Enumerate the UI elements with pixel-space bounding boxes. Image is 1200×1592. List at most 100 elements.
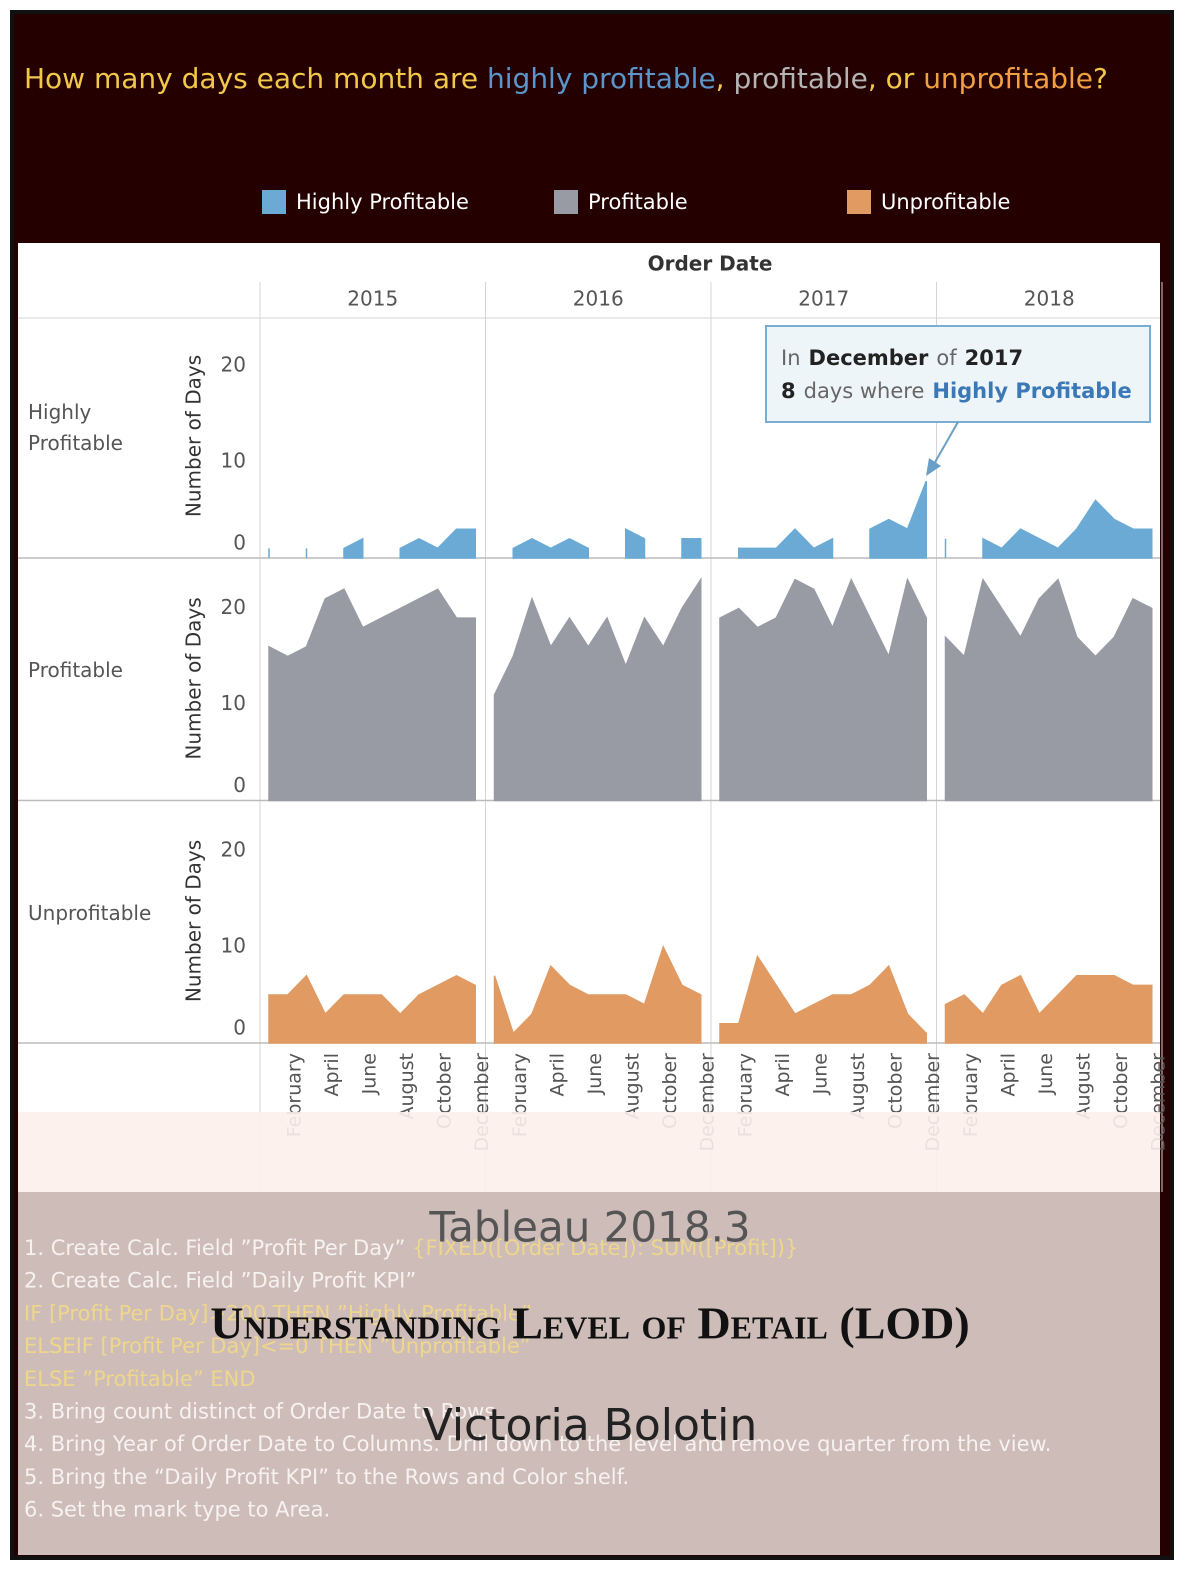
x-tick-label: August <box>847 1053 869 1120</box>
cover-title: Understanding Level of Detail (LOD) <box>210 1298 969 1349</box>
area <box>493 945 702 1044</box>
x-tick-label: August <box>396 1053 418 1120</box>
title-part: , <box>716 62 734 95</box>
title-part: profitable <box>733 62 867 95</box>
x-tick-label: June <box>584 1053 606 1095</box>
cover-band <box>18 1112 1160 1192</box>
legend-swatch <box>262 190 286 214</box>
annotation-arrowhead <box>926 458 941 476</box>
cover-box <box>18 1192 1160 1555</box>
row-label: Highly Profitable <box>28 400 123 455</box>
title-part: How many days each month are <box>24 62 487 95</box>
annotation-part: December <box>809 346 930 370</box>
y-tick-label: 0 <box>233 531 246 555</box>
y-tick-label: 0 <box>233 773 246 797</box>
area <box>944 499 1153 559</box>
note-part: 6. Set the mark type to Area. <box>24 1498 330 1522</box>
area <box>493 577 702 802</box>
area <box>738 480 927 559</box>
area <box>719 954 927 1044</box>
note-part: 1. Create Calc. Field ”Profit Per Day” <box>24 1236 412 1260</box>
area <box>944 577 1153 802</box>
legend-label: Highly Profitable <box>296 190 469 214</box>
x-tick-label: October <box>433 1053 455 1129</box>
x-tick-label: October <box>884 1053 906 1129</box>
column-header: 2016 <box>573 287 624 311</box>
x-tick-label: October <box>1110 1053 1132 1129</box>
y-axis-label: Number of Days <box>182 597 206 759</box>
cover-edition: Tableau 2018.3 <box>428 1203 750 1252</box>
y-tick-label: 20 <box>221 353 246 377</box>
x-tick-label: April <box>772 1053 794 1096</box>
cover-author: Victoria Bolotin <box>423 1400 758 1451</box>
title-part: ? <box>1093 62 1108 95</box>
note-part: 2. Create Calc. Field ”Daily Profit KPI” <box>24 1269 416 1293</box>
legend-swatch <box>554 190 578 214</box>
note-line: 5. Bring the “Daily Profit KPI” to the R… <box>24 1465 629 1489</box>
annotation-box <box>765 325 1151 423</box>
x-tick-label: August <box>1072 1053 1094 1120</box>
title-part: , or <box>868 62 923 95</box>
annotation-part: days where <box>804 379 925 403</box>
area <box>268 588 476 802</box>
y-tick-label: 10 <box>221 691 246 715</box>
note-part: 4. Bring Year of Order Date to Columns. … <box>24 1432 1051 1456</box>
x-tick-label: April <box>546 1053 568 1096</box>
annotation-part: of <box>936 346 957 370</box>
x-tick-label: June <box>1035 1053 1057 1095</box>
note-line: IF [Profit Per Day]>200 THEN ”Highly Pro… <box>24 1301 532 1325</box>
note-line: 2. Create Calc. Field ”Daily Profit KPI” <box>24 1269 416 1293</box>
note-line: 6. Set the mark type to Area. <box>24 1498 330 1522</box>
annotation-part: In <box>781 346 801 370</box>
note-line: 3. Bring count distinct of Order Date to… <box>24 1400 502 1424</box>
x-tick-label: April <box>997 1053 1019 1096</box>
column-header: 2015 <box>347 287 398 311</box>
area <box>268 974 476 1044</box>
column-header: 2017 <box>798 287 849 311</box>
area <box>719 577 927 802</box>
x-tick-label: October <box>659 1053 681 1129</box>
y-tick-label: 20 <box>221 595 246 619</box>
x-tick-label: April <box>321 1053 343 1096</box>
note-line: 1. Create Calc. Field ”Profit Per Day” {… <box>24 1236 798 1260</box>
note-part: 5. Bring the “Daily Profit KPI” to the R… <box>24 1465 629 1489</box>
annotation-part: 8 <box>781 379 796 403</box>
y-tick-label: 0 <box>233 1016 246 1040</box>
y-tick-label: 10 <box>221 449 246 473</box>
legend-swatch <box>847 190 871 214</box>
row-label: Profitable <box>28 658 123 682</box>
y-tick-label: 20 <box>221 838 246 862</box>
area <box>268 528 476 559</box>
note-part: 3. Bring count distinct of Order Date to… <box>24 1400 502 1424</box>
y-axis-label: Number of Days <box>182 355 206 517</box>
note-line: ELSE ”Profitable” END <box>24 1367 256 1391</box>
title-part: unprofitable <box>923 62 1093 95</box>
y-axis-label: Number of Days <box>182 840 206 1002</box>
annotation-part: Highly Profitable <box>932 379 1131 403</box>
note-part: ELSE ”Profitable” END <box>24 1367 256 1391</box>
row-label: Unprofitable <box>28 900 152 925</box>
annotation-arrow <box>933 421 959 465</box>
legend-label: Profitable <box>588 190 688 214</box>
y-tick-label: 10 <box>221 934 246 958</box>
note-part: {FIXED([Order Date]): SUM([Profit])} <box>412 1236 798 1260</box>
x-tick-label: June <box>809 1053 831 1095</box>
column-header: 2018 <box>1024 287 1075 311</box>
area <box>512 527 702 559</box>
legend-label: Unprofitable <box>881 190 1010 214</box>
annotation-part: 2017 <box>965 346 1023 370</box>
annotation: 8 days where Highly Profitable <box>781 379 1132 403</box>
annotation: In December of 2017 <box>781 346 1023 370</box>
column-title: Order Date <box>648 252 773 276</box>
area <box>944 974 1153 1044</box>
note-line: 4. Bring Year of Order Date to Columns. … <box>24 1432 1051 1456</box>
note-part: IF [Profit Per Day]>200 THEN ”Highly Pro… <box>24 1301 532 1325</box>
x-tick-label: June <box>358 1053 380 1095</box>
title-part: highly profitable <box>487 62 716 95</box>
chart-title: How many days each month are highly prof… <box>24 62 1108 95</box>
x-tick-label: August <box>621 1053 643 1120</box>
note-part: ELSEIF [Profit Per Day]<=0 THEN ”Unprofi… <box>24 1334 531 1358</box>
note-line: ELSEIF [Profit Per Day]<=0 THEN ”Unprofi… <box>24 1334 531 1358</box>
